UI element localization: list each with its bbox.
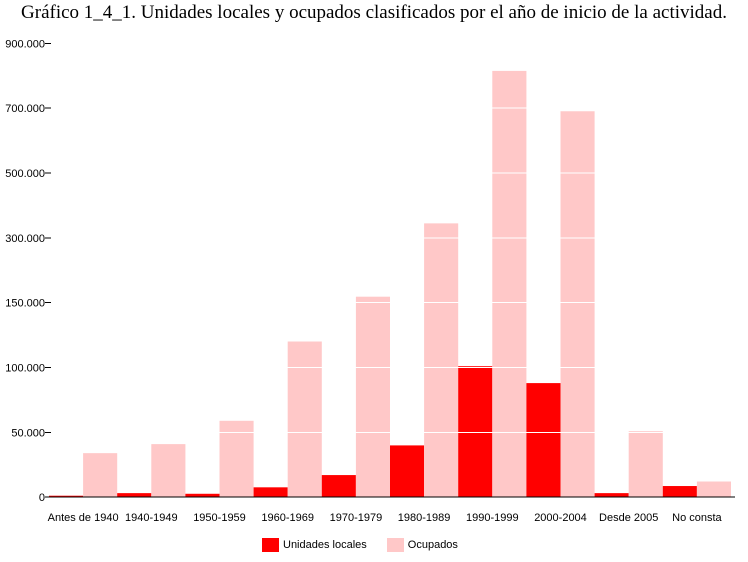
legend: Unidades locales Ocupados — [262, 538, 478, 552]
y-tick-label: 150.000 — [5, 298, 45, 310]
x-tick-label: 1950-1959 — [193, 512, 246, 524]
bar-unidades-locales — [185, 493, 220, 497]
bar-ocupados — [151, 444, 186, 497]
x-tick-label: 2000-2004 — [534, 512, 587, 524]
x-tick-label: Desde 2005 — [599, 512, 658, 524]
bar-unidades-locales — [458, 366, 493, 497]
y-tick-label: 300.000 — [5, 233, 45, 245]
bar-unidades-locales — [526, 383, 561, 497]
x-tick-label: 1970-1979 — [330, 512, 383, 524]
x-tick-label: Antes de 1940 — [48, 512, 119, 524]
bar-unidades-locales — [321, 475, 356, 497]
bar-unidades-locales — [117, 493, 152, 497]
bar-ocupados — [424, 223, 459, 497]
y-tick-label: 900.000 — [5, 39, 45, 51]
legend-swatch-unidades — [262, 538, 279, 552]
bar-ocupados — [355, 296, 390, 497]
bar-ocupados — [628, 431, 663, 497]
x-tick-label: 1990-1999 — [466, 512, 519, 524]
bar-unidades-locales — [49, 495, 84, 497]
x-tick-label: 1960-1969 — [261, 512, 314, 524]
legend-item-unidades: Unidades locales — [262, 538, 367, 552]
bar-ocupados — [560, 111, 595, 497]
x-tick-label: 1980-1989 — [398, 512, 451, 524]
x-tick-label: No consta — [672, 512, 722, 524]
bar-unidades-locales — [662, 486, 697, 497]
legend-swatch-ocupados — [386, 538, 404, 552]
y-tick-label: 700.000 — [5, 103, 45, 115]
x-tick-label: 1940-1949 — [125, 512, 178, 524]
y-tick-label: 100.000 — [5, 363, 45, 375]
bar-ocupados — [696, 481, 731, 497]
bar-ocupados — [83, 453, 118, 497]
chart-title: Gráfico 1_4_1. Unidades locales y ocupad… — [21, 2, 727, 23]
bar-chart: 0 50.000 100.000 150.000 300.000 500.000 700.0… — [5, 39, 735, 524]
y-tick-label: 500.000 — [5, 168, 45, 180]
legend-label-ocupados: Ocupados — [407, 539, 458, 551]
y-tick-label: 50.000 — [11, 428, 45, 440]
bar-ocupados — [287, 341, 322, 497]
bars-group — [49, 43, 735, 497]
y-tick-label: 0 — [39, 492, 45, 504]
legend-label-unidades: Unidades locales — [283, 539, 367, 551]
bar-unidades-locales — [390, 445, 425, 497]
bar-unidades-locales — [594, 493, 629, 497]
bar-ocupados — [492, 70, 527, 497]
legend-item-ocupados: Ocupados — [386, 538, 458, 552]
bar-unidades-locales — [253, 487, 288, 497]
y-axis: 0 50.000 100.000 150.000 300.000 500.000 700.0… — [5, 39, 735, 504]
x-axis-labels: Antes de 1940 1940-1949 1950-1959 1960-1969… — [48, 512, 723, 524]
bar-ocupados — [219, 420, 254, 497]
